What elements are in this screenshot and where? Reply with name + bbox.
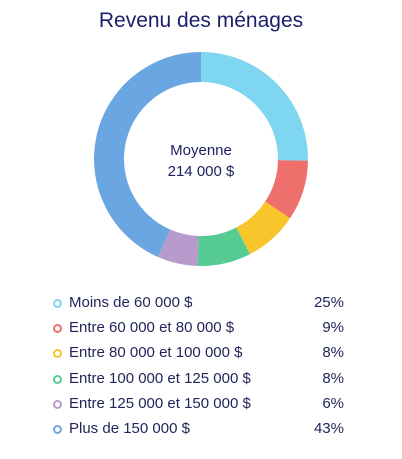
legend-item: Plus de 150 000 $ 43% — [52, 420, 348, 445]
legend-value: 9% — [322, 319, 344, 337]
donut-slice[interactable] — [201, 52, 309, 161]
legend-item: Entre 80 000 et 100 000 $ 8% — [52, 344, 348, 369]
legend-value: 8% — [322, 344, 344, 362]
donut-slice[interactable] — [94, 51, 201, 258]
legend-item: Entre 60 000 et 80 000 $ 9% — [52, 319, 348, 344]
legend-label: Moins de 60 000 $ — [69, 294, 193, 311]
legend-value: 43% — [313, 419, 344, 437]
legend-item: Entre 100 000 et 125 000 $ 8% — [52, 370, 348, 395]
legend-marker-icon — [53, 399, 62, 409]
donut-slice[interactable] — [236, 201, 291, 255]
chart-title: Revenu des ménages — [98, 9, 304, 32]
legend-value: 6% — [322, 394, 344, 412]
legend-marker-icon — [53, 349, 62, 359]
legend-value: 8% — [322, 369, 344, 387]
legend-marker-icon — [53, 374, 62, 384]
legend-label: Plus de 150 000 $ — [69, 419, 190, 437]
legend-marker-icon — [53, 299, 62, 308]
donut-slice[interactable] — [265, 160, 308, 219]
center-title: Moyenne — [170, 142, 232, 159]
legend-marker-icon — [53, 424, 62, 434]
legend-label: Entre 80 000 et 100 000 $ — [69, 344, 243, 362]
donut-slice[interactable] — [197, 227, 251, 266]
legend-label: Entre 60 000 et 80 000 $ — [69, 319, 235, 337]
legend-marker-icon — [53, 324, 62, 334]
legend-label: Entre 100 000 et 125 000 $ — [69, 369, 251, 387]
donut-chart — [94, 51, 309, 266]
donut-slice[interactable] — [158, 229, 199, 266]
center-value: 214 000 $ — [167, 163, 235, 180]
legend: Moins de 60 000 $ 25% Entre 60 000 et 80 0… — [52, 294, 348, 445]
legend-item: Entre 125 000 et 150 000 $ 6% — [52, 395, 348, 420]
legend-label: Entre 125 000 et 150 000 $ — [69, 394, 251, 412]
legend-item: Moins de 60 000 $ 25% — [52, 294, 348, 319]
legend-value: 25% — [313, 294, 344, 311]
